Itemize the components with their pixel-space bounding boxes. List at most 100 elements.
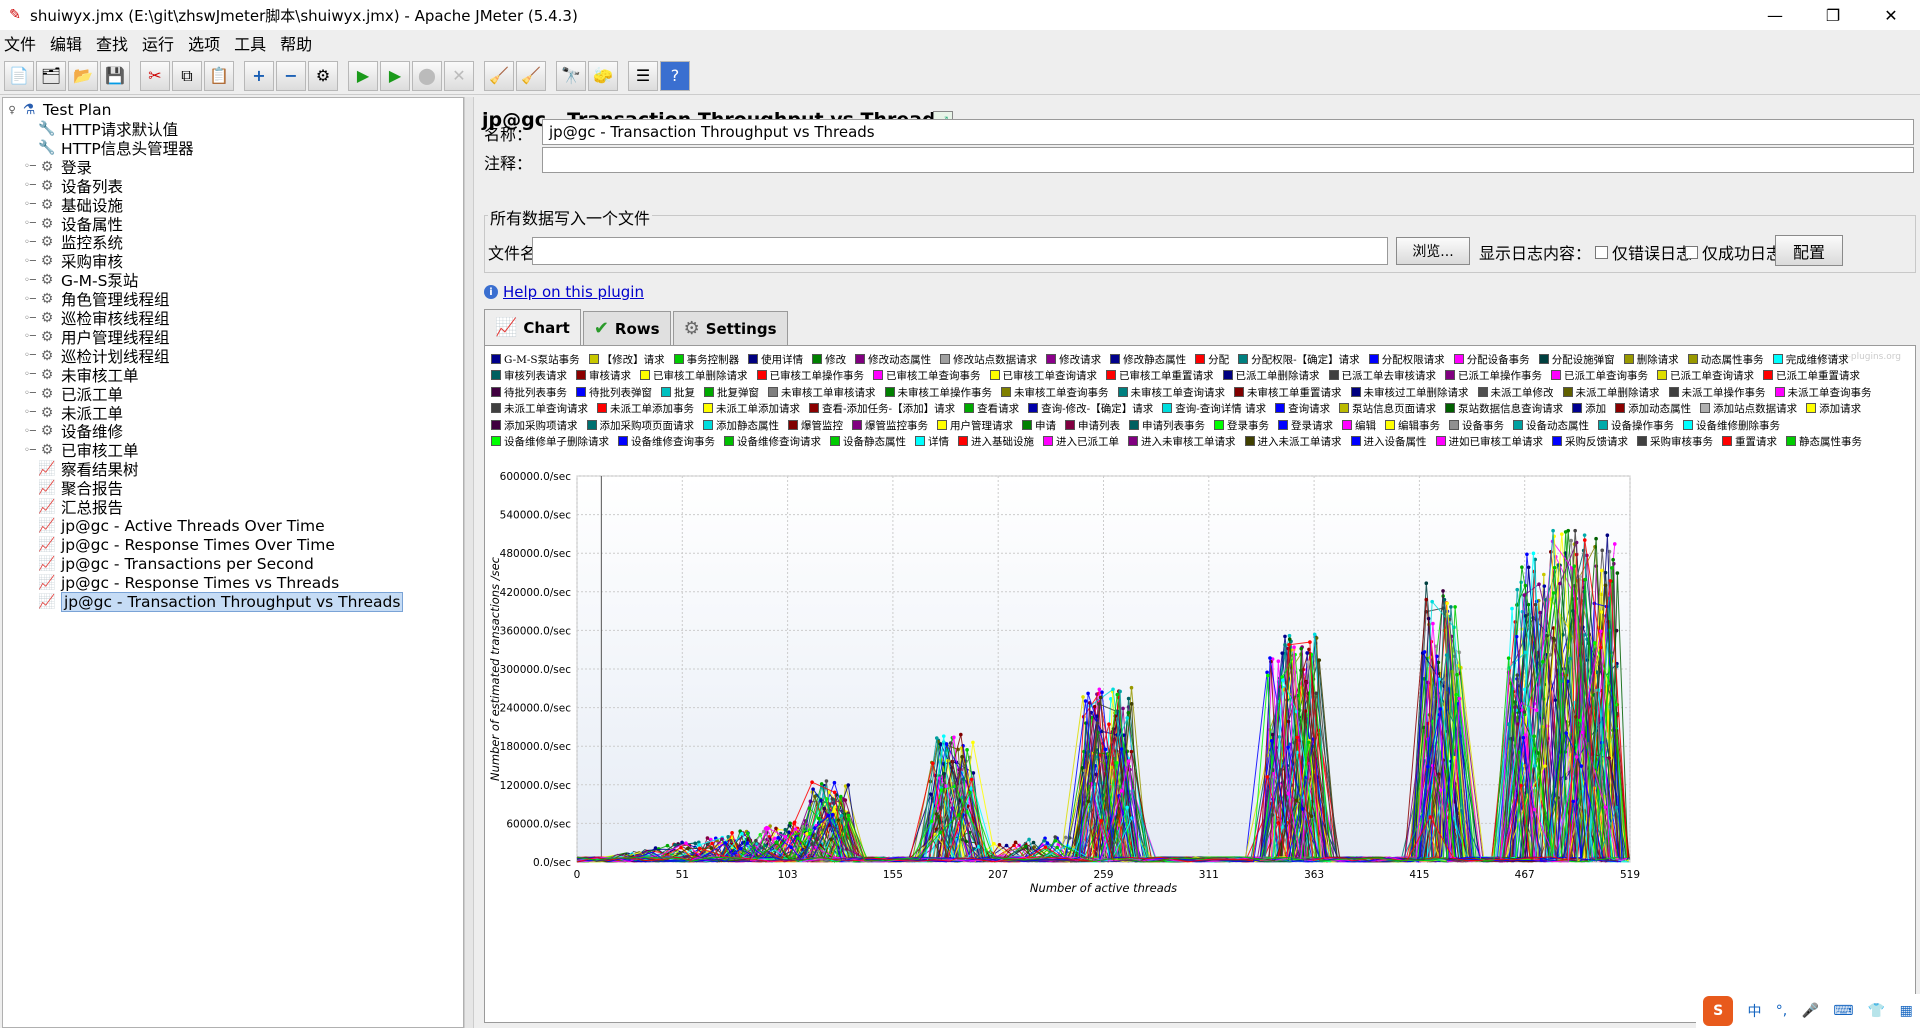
start-no-pause-icon[interactable]: ▶ [380, 60, 410, 91]
clear-icon[interactable]: 🧹 [484, 60, 514, 91]
function-helper-icon[interactable]: ☰ [628, 60, 658, 91]
tree-item[interactable]: ◦─ ⚙ 设备维修 [23, 420, 123, 442]
expand-handle-icon[interactable]: ◦─ [24, 255, 36, 267]
menu-run[interactable]: 运行 [142, 35, 175, 54]
tab-settings[interactable]: ⚙ Settings [672, 311, 788, 345]
tree-item[interactable]: 📈 jp@gc - Response Times Over Time [23, 534, 335, 556]
legend-swatch [491, 403, 501, 414]
splitter[interactable] [464, 97, 474, 1028]
expand-all-icon[interactable]: + [244, 60, 274, 91]
open-icon[interactable]: 📂 [68, 60, 98, 91]
stop-icon[interactable]: ⬤ [412, 60, 442, 91]
expand-handle-icon[interactable]: ◦─ [24, 218, 36, 229]
tree-item[interactable]: ◦─ ⚙ 设备列表 [23, 175, 123, 197]
collapse-all-icon[interactable]: − [276, 60, 306, 91]
tree-item[interactable]: 📈 jp@gc - Transaction Throughput vs Threa… [23, 591, 404, 613]
keyboard-icon[interactable]: ⌨ [1833, 1003, 1854, 1019]
x-tick-label: 311 [1199, 869, 1219, 881]
data-point [1294, 798, 1299, 803]
expand-handle-icon[interactable]: ◦─ [24, 425, 36, 437]
name-field[interactable]: jp@gc - Transaction Throughput vs Thread… [542, 119, 1914, 145]
punct-icon[interactable]: °, [1775, 1003, 1788, 1019]
templates-icon[interactable]: 🗂 [36, 60, 66, 91]
tree-item[interactable]: ◦─ ⚙ 巡检计划线程组 [23, 345, 169, 367]
filename-input[interactable] [532, 237, 1388, 265]
expand-handle-icon[interactable]: ◦─ [24, 407, 36, 418]
menu-options[interactable]: 选项 [188, 35, 221, 54]
expand-handle-icon[interactable]: ◦─ [24, 274, 36, 286]
cut-icon[interactable]: ✂ [140, 60, 170, 91]
expand-handle-icon[interactable]: ◦─ [24, 444, 36, 456]
tree-item[interactable]: 📈 jp@gc - Active Threads Over Time [23, 515, 324, 537]
tree-item[interactable]: 📈 jp@gc - Response Times vs Threads [23, 572, 339, 594]
clear-all-icon[interactable]: 🧹 [516, 60, 546, 91]
tree-item[interactable]: 📈 汇总报告 [23, 496, 123, 518]
tree-root-test-plan[interactable]: ♀ ⚗ Test Plan [5, 99, 111, 121]
configure-button[interactable]: 配置 [1775, 235, 1843, 266]
tree-item[interactable]: ◦─ ⚙ 未审核工单 [23, 364, 138, 386]
tree-item[interactable]: 📈 察看结果树 [23, 458, 138, 480]
legend-item: 登录请求 [1278, 418, 1333, 434]
success-only-checkbox[interactable]: 仅成功日志 [1685, 240, 1782, 264]
menu-edit[interactable]: 编辑 [50, 35, 83, 54]
expand-handle-icon[interactable]: ◦─ [24, 236, 36, 248]
maximize-button[interactable]: ❐ [1825, 5, 1841, 25]
expand-handle-icon[interactable]: ◦─ [24, 350, 36, 362]
tree-item[interactable]: ◦─ ⚙ 基础设施 [23, 194, 123, 216]
tree-item[interactable]: ◦─ ⚙ 监控系统 [23, 231, 123, 253]
shirt-icon[interactable]: 👕 [1867, 1003, 1886, 1019]
data-point [1594, 536, 1598, 541]
tab-chart[interactable]: 📈 Chart [484, 309, 581, 345]
minimize-button[interactable]: — [1767, 5, 1783, 25]
help-link[interactable]: i Help on this plugin [484, 283, 644, 301]
expand-handle-icon[interactable]: ◦─ [24, 199, 36, 211]
close-button[interactable]: ✕ [1884, 5, 1898, 25]
legend-item: 已审核工单删除请求 [640, 368, 748, 384]
menu-tools[interactable]: 工具 [234, 35, 267, 54]
mic-icon[interactable]: 🎤 [1801, 1003, 1819, 1019]
tree-item[interactable]: ◦─ ⚙ 角色管理线程组 [23, 288, 169, 310]
data-point [1582, 533, 1587, 537]
help-icon[interactable]: ? [660, 60, 690, 91]
new-icon[interactable]: 📄 [4, 60, 34, 91]
tree-item[interactable]: ◦─ ⚙ 已派工单 [23, 383, 123, 405]
shutdown-icon[interactable]: ✕ [444, 60, 474, 91]
tree-item[interactable]: ◦─ ⚙ 设备属性 [23, 213, 123, 235]
tree-item[interactable]: 📈 jp@gc - Transactions per Second [23, 553, 314, 575]
tree-item[interactable]: ◦─ ⚙ 未派工单 [23, 402, 123, 424]
expand-handle-icon[interactable]: ◦─ [24, 161, 36, 173]
menu-search[interactable]: 查找 [96, 35, 129, 54]
tree-item[interactable]: ◦─ ⚙ 已审核工单 [23, 439, 138, 461]
tree-item[interactable]: ◦─ ⚙ 巡检审核线程组 [23, 307, 169, 329]
ime-language[interactable]: 中 [1747, 1004, 1762, 1020]
tree-item[interactable]: ◦─ ⚙ G-M-S泵站 [23, 269, 138, 291]
save-icon[interactable]: 💾 [100, 60, 130, 91]
tree-item[interactable]: ◦─ ⚙ 登录 [23, 156, 92, 178]
menu-help[interactable]: 帮助 [280, 35, 313, 54]
tree-item[interactable]: 🔧 HTTP信息头管理器 [23, 137, 193, 159]
grid-icon[interactable]: ▦ [1899, 1003, 1913, 1019]
expand-handle-icon[interactable]: ◦─ [24, 388, 36, 400]
errors-only-checkbox[interactable]: 仅错误日志 [1595, 240, 1692, 264]
paste-icon[interactable]: 📋 [204, 60, 234, 91]
collapse-icon[interactable]: ♀ [8, 104, 16, 116]
tree-item[interactable]: 📈 聚合报告 [23, 477, 123, 499]
tree-item[interactable]: ◦─ ⚙ 采购审核 [23, 250, 123, 272]
copy-icon[interactable]: ⧉ [172, 60, 202, 91]
expand-handle-icon[interactable]: ◦─ [24, 293, 36, 305]
tab-rows[interactable]: ✔ Rows [582, 311, 671, 345]
comment-field[interactable] [542, 147, 1914, 173]
start-icon[interactable]: ▶ [348, 60, 378, 91]
tree-item[interactable]: ◦─ ⚙ 用户管理线程组 [23, 326, 169, 348]
data-point [1538, 610, 1543, 615]
expand-handle-icon[interactable]: ◦─ [24, 331, 36, 343]
search-icon[interactable]: 🔭 [556, 60, 586, 91]
browse-button[interactable]: 浏览... [1396, 237, 1470, 265]
toggle-icon[interactable]: ⚙ [308, 60, 338, 91]
tree-item[interactable]: 🔧 HTTP请求默认值 [23, 118, 178, 140]
reset-search-icon[interactable]: 🧽 [588, 60, 618, 91]
menu-file[interactable]: 文件 [4, 35, 37, 54]
expand-handle-icon[interactable]: ◦─ [24, 312, 36, 324]
expand-handle-icon[interactable]: ◦─ [24, 180, 36, 192]
expand-handle-icon[interactable]: ◦─ [24, 369, 36, 381]
